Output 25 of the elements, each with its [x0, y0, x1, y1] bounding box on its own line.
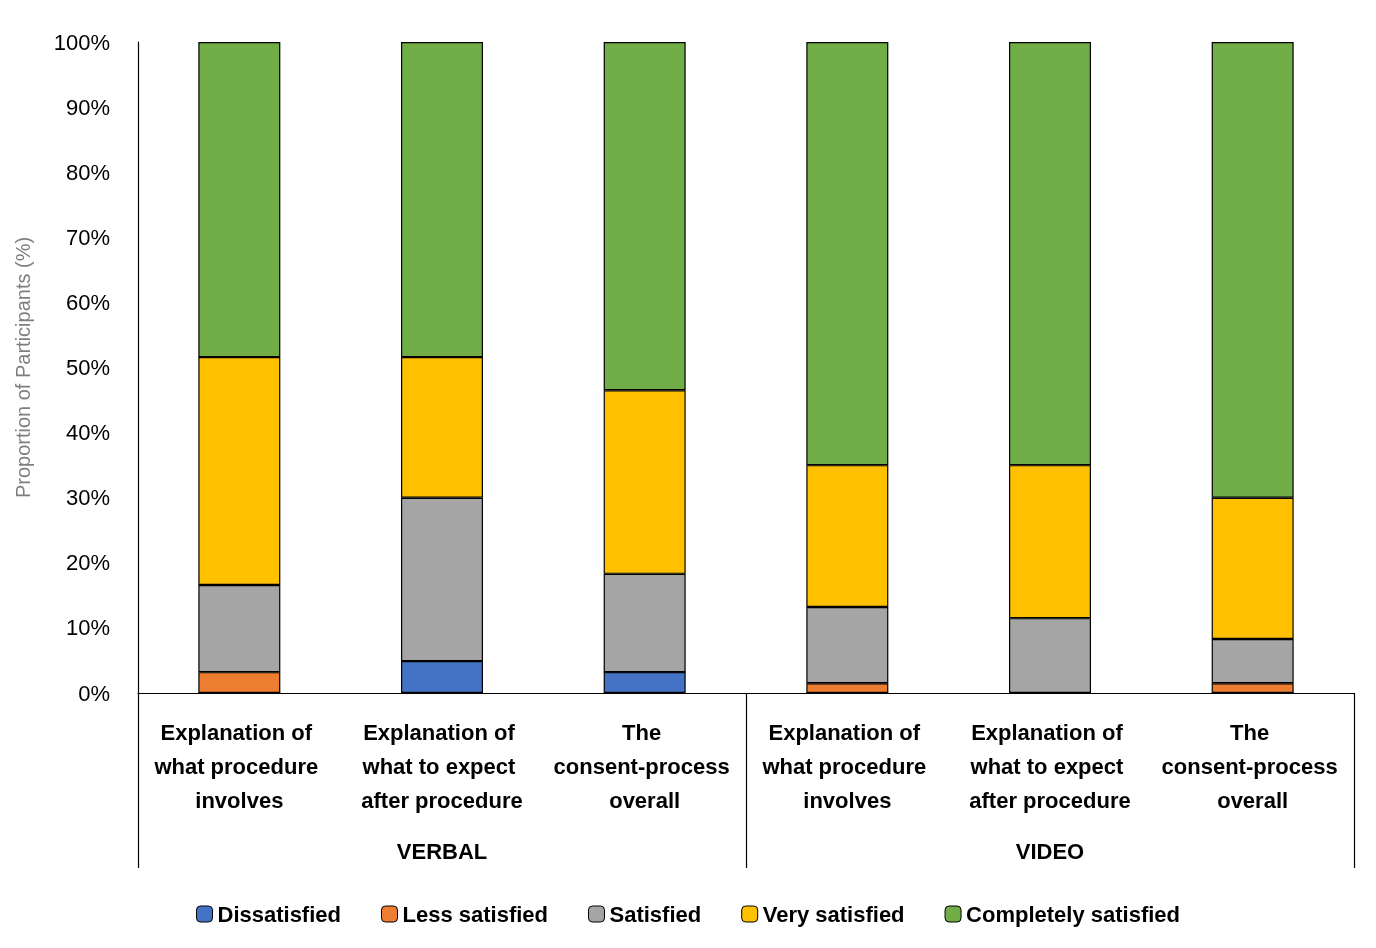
y-tick-label: 60%	[65, 289, 110, 315]
x-tick-label: The consent-process overall	[1161, 719, 1344, 813]
x-tick-label: Explanation of what procedure involves	[153, 719, 325, 813]
legend-label: Satisfied	[609, 901, 702, 927]
legend-label: Completely satisfied	[966, 901, 1181, 927]
x-tick-label: Explanation of what to expect after procedure	[969, 719, 1131, 813]
y-tick-label: 90%	[65, 94, 110, 120]
y-tick-label: 0%	[78, 680, 110, 706]
y-tick-label: 80%	[65, 159, 110, 185]
y-tick-label: 30%	[65, 485, 110, 511]
x-tick-label: The consent-process overall	[553, 719, 736, 813]
y-axis-title: Proportion of Participants (%)	[12, 236, 34, 499]
text: VERBAL	[396, 838, 488, 864]
y-tick-label: 40%	[65, 420, 110, 446]
text: VIDEO	[1015, 838, 1085, 864]
y-tick-label: 100%	[53, 29, 110, 55]
legend-label: Very satisfied	[762, 901, 905, 927]
y-tick-label: 20%	[65, 550, 110, 576]
x-tick-label: Explanation of what to expect after procedure	[361, 719, 523, 813]
legend-label: Dissatisfied	[217, 901, 341, 927]
legend-label: Less satisfied	[402, 901, 548, 927]
y-tick-label: 10%	[65, 615, 110, 641]
x-tick-label: Explanation of what procedure involves	[761, 719, 933, 813]
y-tick-label: 50%	[65, 355, 110, 380]
y-tick-label: 70%	[65, 224, 110, 250]
